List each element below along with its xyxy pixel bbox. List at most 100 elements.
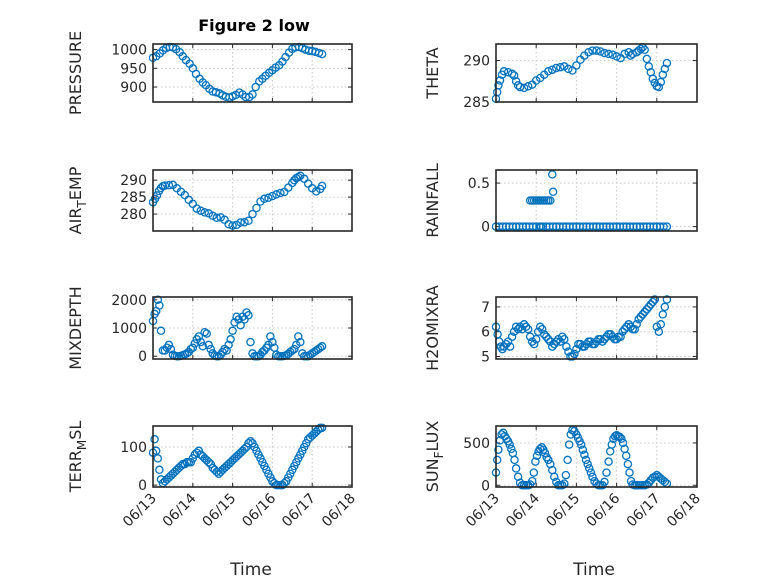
data-point — [616, 332, 625, 341]
data-point — [568, 352, 577, 361]
data-point — [515, 82, 525, 92]
data-point — [625, 468, 634, 477]
data-point — [192, 448, 202, 457]
data-point — [194, 332, 204, 341]
data-point — [550, 472, 559, 482]
data-point — [246, 337, 255, 347]
data-point — [602, 468, 611, 477]
data-point — [196, 337, 206, 347]
data-point — [629, 222, 638, 231]
data-point — [150, 435, 159, 444]
axes-frame — [152, 43, 353, 103]
data-point — [508, 448, 518, 458]
data-point — [228, 326, 237, 336]
y-tick-label: 285 — [120, 190, 147, 206]
data-point — [510, 455, 519, 465]
data-point — [296, 337, 305, 347]
data-point — [662, 222, 672, 231]
data-point — [531, 334, 541, 344]
y-axis-label: RAINFALL — [423, 163, 442, 238]
data-point — [604, 457, 613, 466]
data-point — [552, 63, 561, 73]
x-tick-label: 06/14 — [160, 490, 200, 530]
data-point — [642, 54, 652, 64]
data-point — [188, 343, 198, 352]
subplot-5: 5 6 7 H2OMIXRA — [423, 285, 698, 371]
data-point — [532, 451, 542, 460]
data-point — [584, 48, 593, 57]
y-tick-label: 280 — [120, 207, 147, 223]
y-axis-label: MIXDEPTH — [66, 286, 85, 369]
data-point — [654, 82, 664, 92]
y-tick-label: 0 — [481, 220, 490, 236]
data-point — [191, 69, 201, 79]
data-point — [535, 444, 545, 454]
data-point — [600, 334, 609, 344]
data-point — [153, 295, 163, 305]
data-point — [200, 208, 209, 217]
data-point — [528, 222, 538, 231]
data-point — [315, 343, 325, 352]
data-point — [548, 170, 557, 179]
data-point — [612, 52, 621, 61]
data-point — [600, 477, 609, 487]
data-point — [240, 217, 249, 227]
data-point — [498, 222, 508, 231]
data-point — [529, 339, 539, 349]
data-point — [290, 344, 299, 354]
data-point — [558, 332, 567, 341]
x-tick-label: 06/18 — [319, 491, 359, 531]
axes-frame — [495, 43, 698, 103]
x-tick-label: 06/15 — [543, 491, 583, 531]
data-point — [563, 455, 572, 465]
data-point — [640, 307, 649, 317]
data-point — [564, 440, 574, 449]
data-point — [184, 195, 194, 205]
data-point — [212, 467, 221, 477]
subplot-4: 0 1000 2000 MIXDEPTH — [66, 286, 353, 370]
data-point — [155, 301, 164, 310]
data-point — [540, 448, 550, 458]
data-point — [658, 310, 668, 319]
data-point — [180, 459, 190, 469]
y-tick-label: 290 — [120, 173, 147, 189]
data-point — [186, 344, 196, 354]
data-point — [630, 324, 639, 334]
data-point — [632, 320, 641, 329]
x-axis-label-left: Time — [229, 560, 272, 580]
x-tick-label: 06/15 — [200, 491, 240, 531]
data-point — [224, 340, 233, 350]
axes-frame — [495, 296, 698, 360]
data-point — [264, 193, 273, 203]
data-point — [505, 440, 514, 449]
data-point — [576, 440, 586, 449]
data-point — [507, 444, 516, 454]
data-point — [164, 340, 174, 350]
data-point — [640, 45, 649, 55]
data-point — [568, 222, 578, 231]
data-point — [560, 334, 569, 344]
data-point — [268, 337, 277, 347]
data-point — [244, 311, 253, 320]
data-point — [284, 183, 293, 192]
data-point — [639, 222, 648, 231]
y-tick-label: 0 — [481, 478, 490, 494]
data-point — [609, 222, 618, 231]
data-point — [576, 55, 585, 64]
data-point — [588, 46, 597, 55]
data-point — [621, 451, 631, 460]
data-point — [650, 472, 660, 482]
data-point — [649, 222, 658, 231]
data-point — [492, 87, 502, 97]
data-point — [650, 295, 660, 304]
data-point — [544, 334, 553, 344]
y-tick-label: 1000 — [111, 321, 147, 337]
data-point — [556, 62, 565, 72]
data-point — [581, 455, 591, 465]
data-point — [244, 216, 253, 226]
y-tick-label: 100 — [120, 440, 147, 456]
data-point — [648, 297, 658, 307]
data-point — [246, 437, 255, 446]
data-point — [509, 71, 519, 80]
